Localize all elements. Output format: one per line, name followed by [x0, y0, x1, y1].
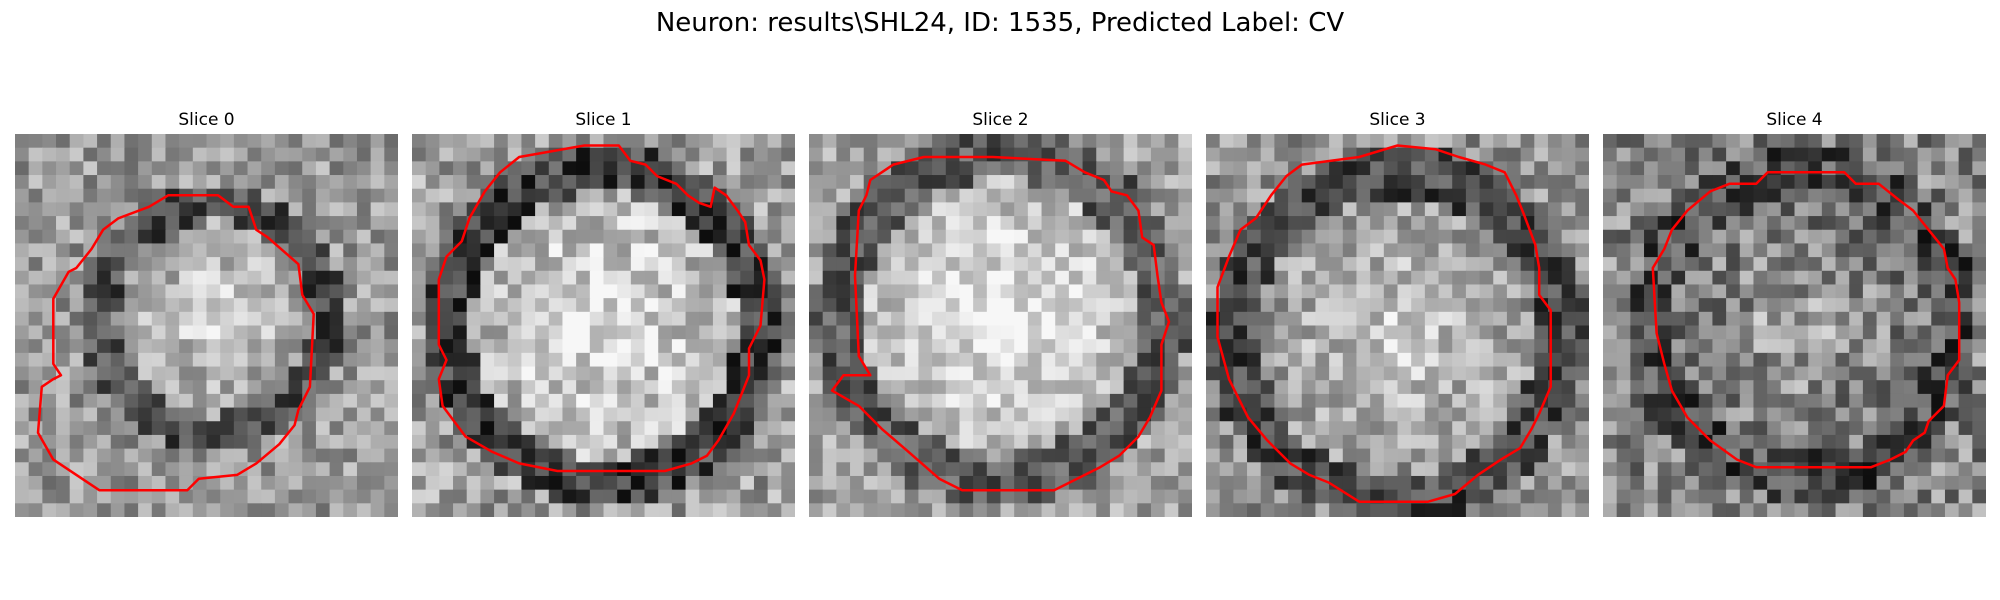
- grayscale-pixels: [1603, 134, 1986, 517]
- grayscale-pixels: [1206, 134, 1589, 517]
- slice-title: Slice 1: [575, 110, 632, 130]
- grayscale-pixels: [809, 134, 1192, 517]
- neuron-contour: [1651, 171, 1961, 469]
- slice-image: [15, 134, 398, 517]
- grayscale-pixels: [15, 134, 398, 517]
- neuron-contour: [36, 194, 315, 492]
- slice-image: [1206, 134, 1589, 517]
- slice-title: Slice 3: [1369, 110, 1426, 130]
- slice-image: [809, 134, 1192, 517]
- neuron-contour: [437, 144, 766, 473]
- grayscale-pixels: [412, 134, 795, 517]
- slice-image: [412, 134, 795, 517]
- slice-image: [1603, 134, 1986, 517]
- neuron-contour: [1216, 144, 1552, 503]
- slice-title: Slice 0: [178, 110, 235, 130]
- figure-title: Neuron: results\SHL24, ID: 1535, Predict…: [655, 8, 1345, 38]
- slice-title: Slice 4: [1766, 110, 1823, 130]
- slice-title: Slice 2: [972, 110, 1029, 130]
- neuron-contour: [830, 155, 1171, 492]
